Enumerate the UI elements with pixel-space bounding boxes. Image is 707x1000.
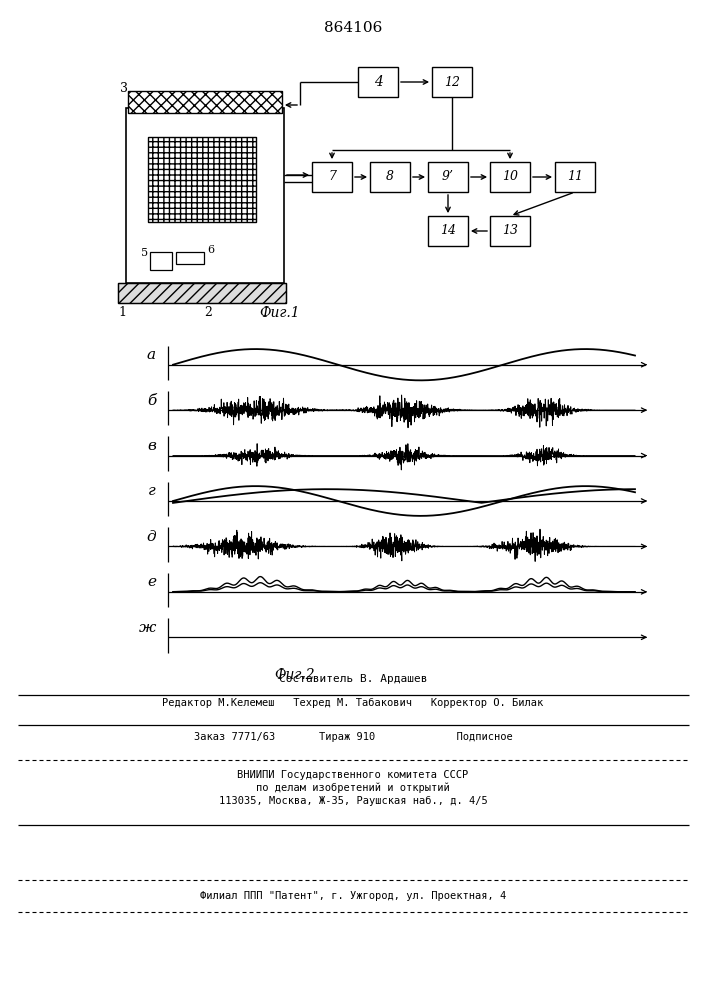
Text: ж: ж (139, 621, 156, 635)
Bar (428, 216, 468, 246)
Bar (490, 216, 530, 246)
Text: г: г (148, 484, 156, 498)
Bar (150, 252, 172, 270)
Bar (432, 67, 472, 97)
Bar (312, 162, 352, 192)
Bar (148, 137, 256, 222)
Text: в: в (147, 439, 156, 453)
Text: Филиал ППП "Патент", г. Ужгород, ул. Проектная, 4: Филиал ППП "Патент", г. Ужгород, ул. Про… (200, 891, 506, 901)
Text: 12: 12 (444, 76, 460, 89)
Text: 10: 10 (502, 170, 518, 184)
Text: 9’: 9’ (442, 170, 454, 184)
Bar (176, 252, 204, 264)
Text: Фиг.1: Фиг.1 (259, 306, 300, 320)
Text: 13: 13 (502, 225, 518, 237)
Text: 4: 4 (373, 75, 382, 89)
Text: 2: 2 (204, 306, 212, 319)
Bar (148, 137, 256, 222)
Text: 7: 7 (328, 170, 336, 184)
Text: 113035, Москва, Ж-35, Раушская наб., д. 4/5: 113035, Москва, Ж-35, Раушская наб., д. … (218, 795, 487, 806)
Text: е: е (147, 575, 156, 589)
Bar (490, 162, 530, 192)
Text: 14: 14 (440, 225, 456, 237)
Text: Заказ 7771/63       Тираж 910             Подписное: Заказ 7771/63 Тираж 910 Подписное (194, 732, 513, 742)
Text: б: б (147, 394, 156, 408)
Text: по делам изобретений и открытий: по делам изобретений и открытий (256, 782, 450, 793)
Text: 1: 1 (118, 306, 126, 319)
Text: ВНИИПИ Государственного комитета СССР: ВНИИПИ Государственного комитета СССР (238, 770, 469, 780)
Text: Редактор М.Келемеш   Техред М. Табакович   Корректор О. Билак: Редактор М.Келемеш Техред М. Табакович К… (163, 698, 544, 708)
Bar (118, 283, 286, 303)
Text: 11: 11 (567, 170, 583, 184)
Text: 864106: 864106 (324, 21, 382, 35)
Text: 8: 8 (386, 170, 394, 184)
Text: Составитель В. Ардашев: Составитель В. Ардашев (279, 674, 427, 684)
Bar (126, 108, 284, 283)
Bar (555, 162, 595, 192)
Text: 3: 3 (120, 82, 128, 95)
Text: д: д (146, 530, 156, 544)
Bar (358, 67, 398, 97)
Text: 6: 6 (207, 245, 214, 255)
Text: 5: 5 (141, 248, 148, 258)
Bar (370, 162, 410, 192)
Bar (128, 91, 282, 113)
Bar (128, 91, 282, 113)
Bar (118, 283, 286, 303)
Text: Фиг.2: Фиг.2 (275, 668, 315, 682)
Text: а: а (147, 348, 156, 362)
Bar (428, 162, 468, 192)
